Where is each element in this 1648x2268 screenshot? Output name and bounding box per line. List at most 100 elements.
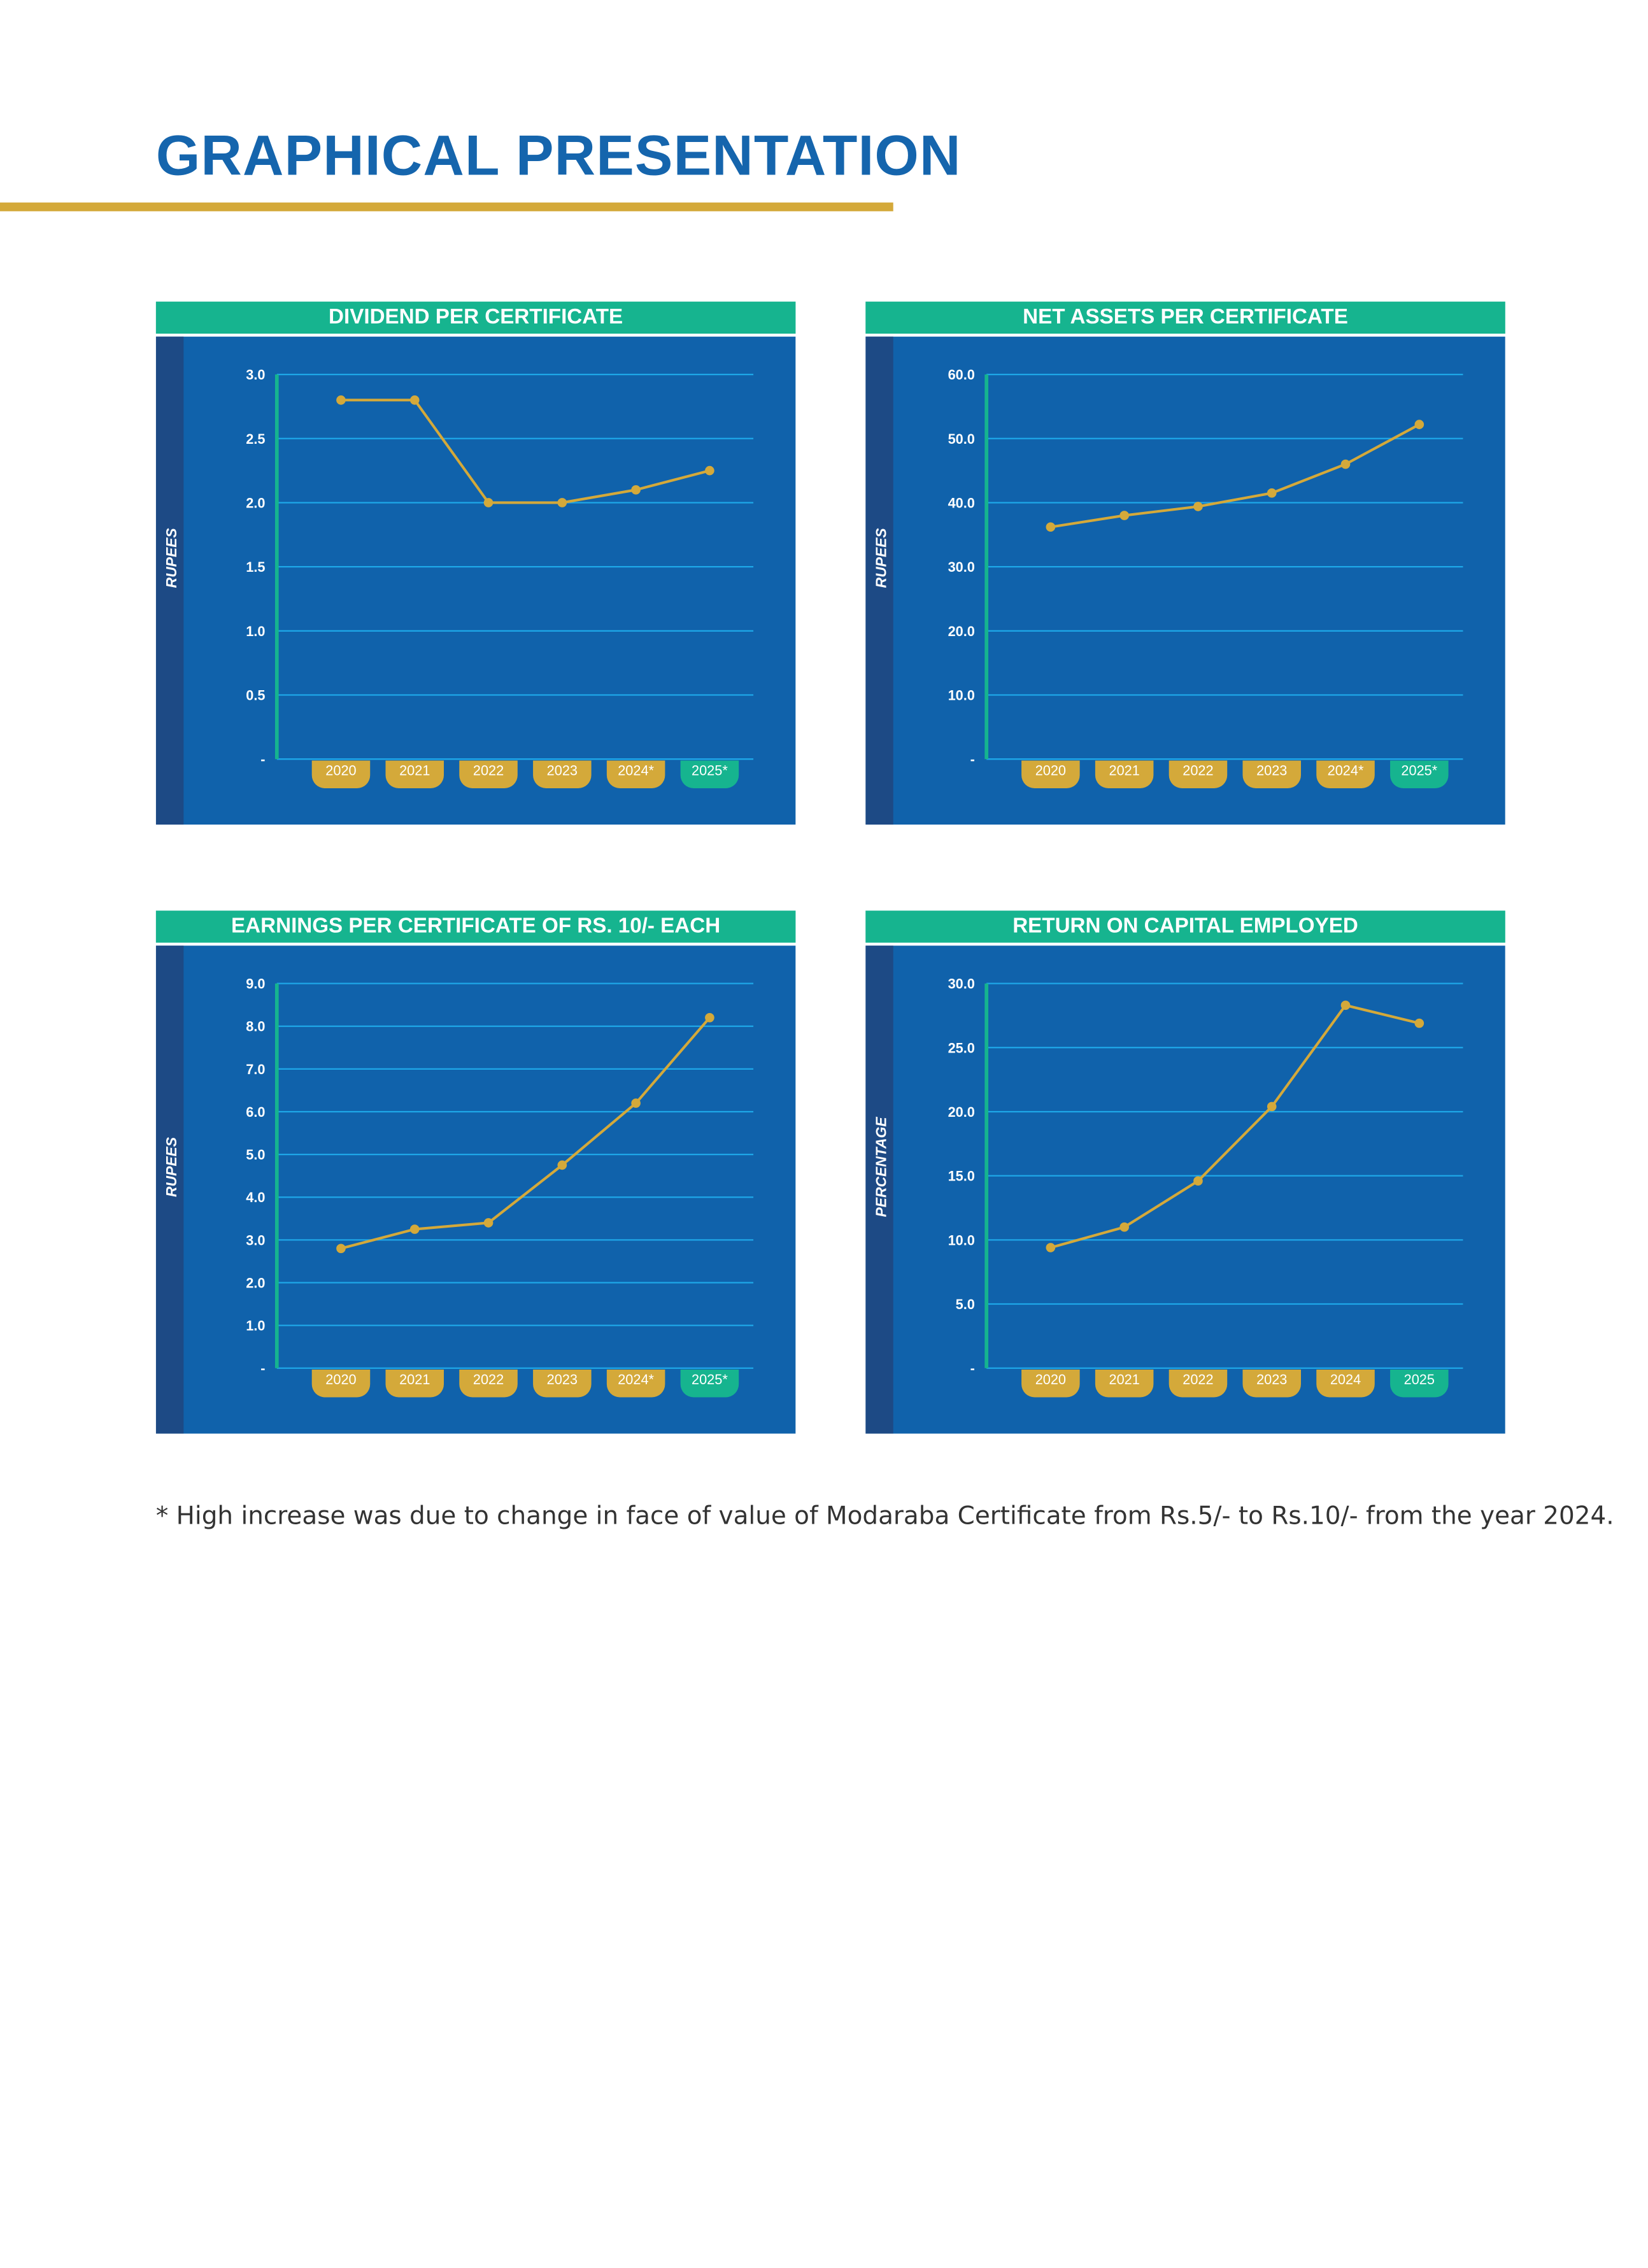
y-tick-label: 20.0: [948, 1104, 975, 1120]
x-tick-label: 2024*: [618, 1371, 654, 1387]
x-tick-label: 2022: [1183, 762, 1213, 778]
chart-return-on-capital-employed: RETURN ON CAPITAL EMPLOYED PERCENTAGE - 5.…: [865, 911, 1505, 1434]
y-tick-label: 8.0: [246, 1019, 265, 1035]
y-tick-label: 4.0: [246, 1189, 265, 1205]
x-tick-label: 2020: [1035, 762, 1066, 778]
x-tick-label: 2020: [1035, 1371, 1066, 1387]
x-tick-pill: [533, 1370, 592, 1398]
footnote: * High increase was due to change in fac…: [155, 1502, 1614, 1532]
y-tick-label: 9.0: [246, 976, 265, 992]
x-tick-label: 2024*: [618, 762, 654, 778]
y-tick-label: 0.5: [246, 688, 265, 704]
y-axis-label: RUPEES: [872, 528, 889, 588]
chart-title: NET ASSETS PER CERTIFICATE: [865, 301, 1505, 334]
chart-title: RETURN ON CAPITAL EMPLOYED: [865, 911, 1505, 943]
x-tick-pill: [1390, 1370, 1449, 1398]
y-tick-label: 6.0: [246, 1104, 265, 1120]
x-tick-pill: [459, 1370, 518, 1398]
x-tick-label: 2021: [1109, 762, 1139, 778]
data-point: [1119, 511, 1129, 520]
x-tick-label: 2024*: [1328, 762, 1364, 778]
data-point: [336, 1244, 346, 1254]
y-label-strip: [155, 336, 184, 825]
x-tick-label: 2022: [1183, 1371, 1213, 1387]
chart-earnings-per-certificate: EARNINGS PER CERTIFICATE OF RS. 10/- EAC…: [155, 911, 796, 1434]
page-title: GRAPHICAL PRESENTATION: [155, 125, 962, 188]
y-tick-label: 2.0: [246, 1275, 265, 1291]
data-point: [705, 1012, 714, 1023]
y-tick-label: 1.0: [246, 1318, 265, 1334]
x-tick-label: 2023: [1256, 1371, 1287, 1387]
y-label-strip: [865, 336, 893, 825]
x-tick-label: 2025*: [692, 762, 728, 778]
x-tick-pill: [1095, 760, 1154, 788]
y-label-strip: [155, 946, 184, 1434]
y-tick-label: 15.0: [948, 1168, 975, 1184]
x-tick-label: 2024: [1330, 1371, 1361, 1387]
chart-plot: PERCENTAGE - 5.0 10.0 15.0 20.0 25.0 30.0 2020 20…: [865, 946, 1505, 1434]
y-tick-label: 25.0: [948, 1040, 975, 1056]
y-tick-label: 20.0: [948, 623, 975, 639]
data-point: [1046, 522, 1056, 532]
x-tick-pill: [533, 760, 592, 788]
x-tick-pill: [1390, 760, 1449, 788]
x-tick-pill: [311, 760, 371, 788]
x-tick-pill: [606, 1370, 665, 1398]
data-point: [705, 465, 714, 476]
x-tick-pill: [1316, 1370, 1375, 1398]
chart-plot: RUPEES - 1.0 2.0 3.0 4.0 5.0 6.0 7.0 8.0 9.0 2020 20…: [155, 946, 796, 1434]
x-tick-pill: [385, 1370, 444, 1398]
y-tick-label: 5.0: [956, 1296, 975, 1312]
y-tick-label: -: [260, 1361, 265, 1377]
chart-panel: [865, 336, 1505, 825]
y-tick-label: 30.0: [948, 559, 975, 575]
x-tick-label: 2023: [547, 762, 578, 778]
data-point: [1267, 488, 1277, 498]
series-line: [1050, 1003, 1420, 1249]
y-tick-label: -: [260, 751, 265, 767]
x-tick-label: 2021: [1109, 1371, 1139, 1387]
y-tick-label: -: [970, 1361, 975, 1377]
y-tick-label: 10.0: [948, 1232, 975, 1248]
x-tick-pill: [385, 760, 444, 788]
y-tick-label: 5.0: [246, 1147, 265, 1163]
series-line: [341, 399, 710, 504]
data-point: [1193, 502, 1203, 511]
x-tick-pill: [1169, 1370, 1228, 1398]
x-tick-label: 2021: [399, 1371, 430, 1387]
x-tick-label: 2023: [1256, 762, 1287, 778]
x-tick-pill: [459, 760, 518, 788]
y-tick-label: 60.0: [948, 367, 975, 383]
x-tick-label: 2025: [1404, 1371, 1435, 1387]
chart-dividend-per-certificate: DIVIDEND PER CERTIFICATE RUPEES - 0.5 1.0 1.…: [155, 301, 796, 825]
x-tick-pill: [606, 760, 665, 788]
data-point: [631, 1098, 641, 1108]
x-tick-pill: [680, 1370, 739, 1398]
chart-plot: RUPEES - 10.0 20.0 30.0 40.0 50.0 60.0 2020 2021 2…: [865, 336, 1505, 825]
y-tick-label: -: [970, 751, 975, 767]
data-point: [1340, 1000, 1351, 1010]
y-tick-label: 2.0: [246, 495, 265, 511]
data-point: [557, 498, 567, 507]
y-tick-label: 40.0: [948, 495, 975, 511]
x-tick-label: 2025*: [692, 1371, 728, 1387]
x-tick-pill: [311, 1370, 371, 1398]
y-label-strip: [865, 946, 893, 1434]
y-tick-label: 3.0: [246, 367, 265, 383]
data-point: [1193, 1176, 1203, 1186]
x-tick-label: 2020: [325, 762, 356, 778]
data-point: [1119, 1222, 1129, 1232]
x-tick-label: 2021: [399, 762, 430, 778]
data-point: [1414, 420, 1424, 429]
chart-plot: RUPEES - 0.5 1.0 1.5 2.0 2.5 3.0 2020 2021 2022 202…: [155, 336, 796, 825]
data-point: [557, 1160, 567, 1170]
x-tick-pill: [1242, 1370, 1301, 1398]
chart-title: EARNINGS PER CERTIFICATE OF RS. 10/- EAC…: [155, 911, 796, 943]
y-tick-label: 1.5: [246, 559, 265, 575]
y-tick-label: 3.0: [246, 1232, 265, 1248]
chart-panel: [155, 946, 796, 1434]
data-point: [1340, 459, 1351, 469]
x-tick-pill: [1021, 1370, 1080, 1398]
x-tick-pill: [1095, 1370, 1154, 1398]
